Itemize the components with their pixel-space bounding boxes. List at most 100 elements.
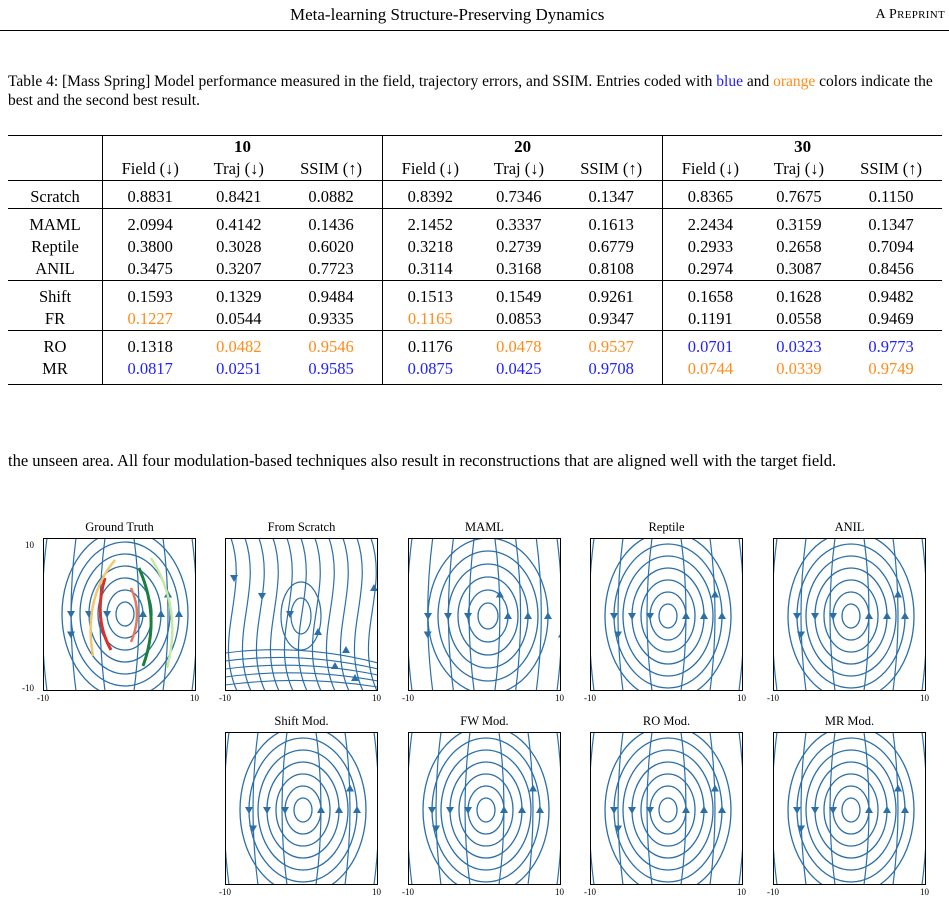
- caption-prefix: Table 4: [Mass Spring] Model performance…: [8, 73, 717, 90]
- streamline: [458, 773, 514, 847]
- y-tick-min: -10: [22, 683, 34, 693]
- plot-frame: [590, 732, 743, 885]
- table-cell: 0.9347: [588, 309, 634, 328]
- streamline: [293, 797, 313, 823]
- streamline: [447, 563, 529, 669]
- streamplot-panel: RO Mod.: [590, 714, 743, 889]
- panel-title: FW Mod.: [460, 714, 509, 728]
- plot-frame: [43, 538, 196, 691]
- table-cell: 0.1329: [197, 280, 281, 308]
- table-cell: 0.1150: [840, 180, 942, 209]
- x-tick-max: 10: [372, 693, 381, 703]
- table-cell: 0.9537: [560, 330, 663, 358]
- x-tick-min: -10: [402, 887, 414, 897]
- stream-arrow: [610, 613, 618, 620]
- column-header: SSIM (↑): [840, 158, 942, 181]
- stream-arrow: [281, 807, 289, 814]
- streamline: [841, 797, 861, 823]
- streamline: [527, 732, 534, 885]
- table-cell: 0.3218: [382, 236, 478, 258]
- stream-arrow: [518, 806, 526, 813]
- table-cell: 0.3114: [382, 258, 478, 281]
- panel-title: From Scratch: [267, 520, 336, 534]
- table-cell: 0.0251: [197, 358, 281, 385]
- corner-cell: [8, 136, 103, 159]
- streamline: [43, 538, 48, 691]
- streamline: [863, 732, 870, 885]
- trajectory-line: [129, 587, 139, 643]
- plot-frame: [225, 538, 378, 691]
- stream-arrow: [883, 806, 891, 813]
- streamline: [658, 797, 678, 823]
- table-cell: 0.0744: [662, 358, 758, 385]
- preprint-tag-rest: REPRINT: [897, 9, 945, 21]
- streamline: [498, 732, 505, 885]
- column-header: SSIM (↑): [560, 158, 663, 181]
- table-cell: 0.2933: [662, 236, 758, 258]
- streamplot-svg: [43, 538, 196, 691]
- stream-arrow: [711, 590, 719, 598]
- table-cell: 0.3028: [216, 237, 262, 256]
- streamline: [892, 538, 899, 691]
- streamline: [408, 538, 413, 691]
- streamline: [257, 749, 349, 871]
- row-label: FR: [44, 309, 66, 328]
- streamplot-panel: MR Mod.: [773, 714, 926, 889]
- streamplot-svg: [773, 732, 926, 885]
- stream-arrow: [829, 807, 837, 814]
- stream-arrow: [175, 610, 183, 617]
- column-header: Field (↓): [662, 158, 758, 181]
- stream-arrow: [700, 806, 708, 813]
- streamline: [427, 538, 434, 691]
- stream-arrow: [901, 612, 909, 619]
- streamline: [649, 591, 687, 641]
- table-cell: 0.2658: [776, 237, 822, 256]
- table-cell: 0.9484: [280, 280, 383, 308]
- streamline: [297, 538, 308, 691]
- table-cell: 0.1436: [280, 208, 383, 236]
- streamplot-svg: [590, 732, 743, 885]
- panel-title: MAML: [465, 520, 504, 534]
- streamline: [353, 538, 364, 691]
- streamline: [590, 538, 595, 691]
- stream-arrow: [610, 807, 618, 814]
- streamline: [252, 732, 259, 885]
- stream-arrow: [797, 631, 805, 639]
- x-tick-max: 10: [737, 693, 746, 703]
- caption-orange-word: orange: [773, 73, 816, 90]
- streamline: [738, 732, 743, 885]
- panel-title: ANIL: [834, 520, 865, 534]
- table-cell: 0.3159: [757, 208, 841, 236]
- stream-arrow: [797, 825, 805, 833]
- table-cell: 0.7675: [757, 180, 841, 209]
- streamline: [640, 773, 696, 847]
- table-cell: 0.8365: [662, 180, 758, 209]
- stream-arrow: [614, 631, 622, 639]
- streamline: [841, 603, 861, 629]
- table-cell: 0.9335: [308, 309, 354, 328]
- streamline: [476, 797, 496, 823]
- column-header: Traj (↓): [197, 158, 281, 181]
- streamline: [440, 749, 532, 871]
- streamline: [646, 538, 653, 691]
- table-cell: 0.1176: [382, 330, 478, 358]
- table-cell: 0.3800: [102, 236, 198, 258]
- table-cell: 0.1513: [382, 280, 478, 308]
- streamline: [622, 749, 714, 871]
- table-cell: 0.1628: [757, 280, 841, 308]
- panel-title: Ground Truth: [85, 520, 154, 534]
- table-cell: 0.8456: [868, 259, 914, 278]
- table-caption: Table 4: [Mass Spring] Model performance…: [8, 72, 944, 110]
- table-cell: 0.2739: [496, 237, 542, 256]
- streamline: [457, 576, 519, 656]
- stream-arrow: [139, 610, 147, 617]
- streamline: [631, 761, 705, 859]
- stream-arrow: [718, 612, 726, 619]
- table-body: Scratch 0.8831 0.8421 0.0882 0.8392 0.7346 0.1…: [8, 180, 942, 385]
- column-header: SSIM (↑): [280, 158, 383, 181]
- table-cell: 0.8108: [588, 259, 634, 278]
- table-cell: 0.7723: [308, 259, 354, 278]
- row-label: Shift: [8, 280, 103, 308]
- streamline: [892, 732, 899, 885]
- stream-arrow: [883, 612, 891, 619]
